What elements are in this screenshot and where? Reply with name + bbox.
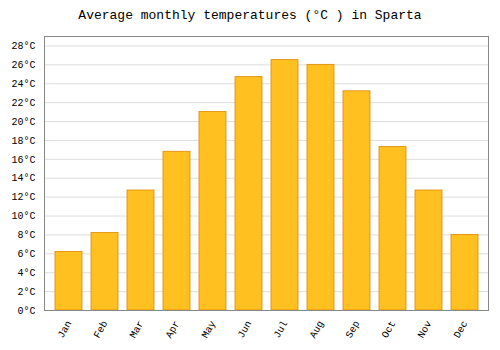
svg-text:6°C: 6°C [17,249,35,260]
html-text:Average monthly temperatures (: Average monthly temperatures (°C ) in Sp… [78,8,422,23]
svg-text:26°C: 26°C [11,60,35,71]
svg-text:Jan: Jan [56,319,75,340]
svg-text:Oct: Oct [380,319,399,340]
svg-text:24°C: 24°C [11,79,35,90]
svg-text:20°C: 20°C [11,117,35,128]
svg-text:Dec: Dec [452,319,471,340]
svg-text:22°C: 22°C [11,98,35,109]
svg-text:16°C: 16°C [11,155,35,166]
svg-text:Mar: Mar [128,319,147,340]
svg-text:Feb: Feb [92,319,111,340]
svg-text:Jul: Jul [272,319,291,340]
svg-text:Nov: Nov [416,319,435,340]
svg-text:14°C: 14°C [11,173,35,184]
svg-text:8°C: 8°C [17,230,35,241]
svg-text:May: May [200,319,219,340]
svg-text:0°C: 0°C [17,306,35,317]
svg-text:18°C: 18°C [11,136,35,147]
svg-text:Sep: Sep [344,319,363,340]
svg-text:12°C: 12°C [11,192,35,203]
svg-text:2°C: 2°C [17,287,35,298]
svg-text:Jun: Jun [236,319,255,340]
svg-text:28°C: 28°C [11,41,35,52]
svg-text:10°C: 10°C [11,211,35,222]
svg-text:Aug: Aug [308,319,327,340]
svg-text:4°C: 4°C [17,268,35,279]
svg-text:Apr: Apr [164,319,183,340]
